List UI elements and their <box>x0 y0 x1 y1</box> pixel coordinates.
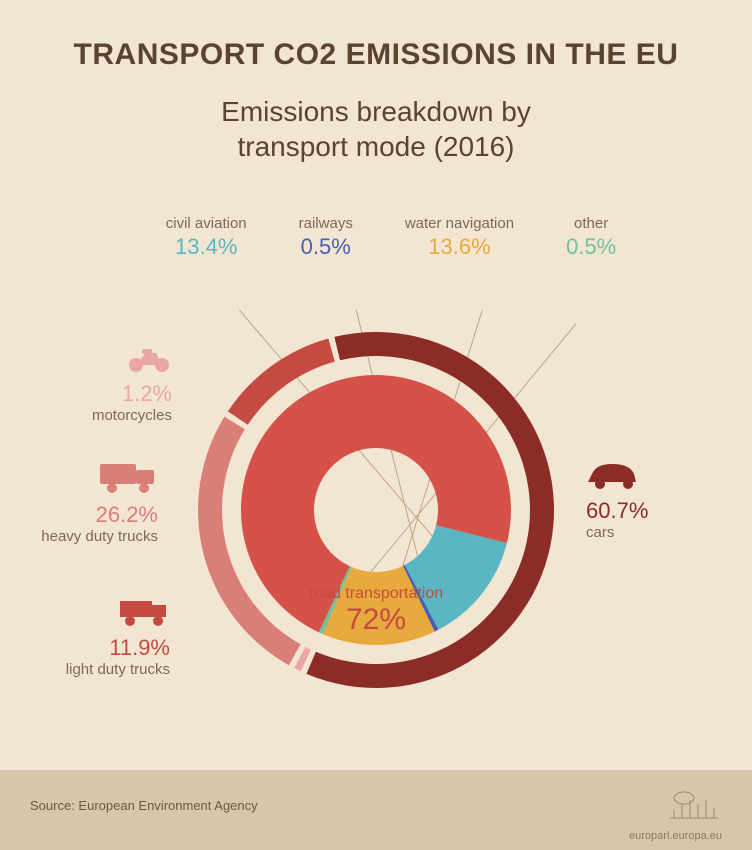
legend-pct: 0.5% <box>566 234 616 260</box>
legend-label: railways <box>299 215 353 232</box>
europarl-logo-icon <box>666 788 722 826</box>
label-pct: 1.2% <box>52 381 172 407</box>
van-icon <box>118 595 170 627</box>
legend-water-navigation: water navigation 13.6% <box>405 215 514 260</box>
label-name: motorcycles <box>52 407 172 424</box>
label-name: cars <box>586 524 706 541</box>
label-heavy-trucks: 26.2% heavy duty trucks <box>18 460 158 545</box>
center-name: road transportation <box>309 585 443 603</box>
legend-pct: 0.5% <box>299 234 353 260</box>
label-name: heavy duty trucks <box>18 528 158 545</box>
page-subtitle: Emissions breakdown by transport mode (2… <box>0 94 752 164</box>
legend-pct: 13.4% <box>166 234 247 260</box>
label-name: light duty trucks <box>40 661 170 678</box>
center-pct: 72% <box>309 603 443 637</box>
legend-label: civil aviation <box>166 215 247 232</box>
label-light-trucks: 11.9% light duty trucks <box>40 595 170 678</box>
subtitle-line2: transport mode (2016) <box>237 131 514 162</box>
label-pct: 60.7% <box>586 498 706 524</box>
car-icon <box>586 460 640 490</box>
label-pct: 11.9% <box>40 635 170 661</box>
page-title: TRANSPORT CO2 EMISSIONS IN THE EU <box>0 0 752 72</box>
chart-area: civil aviation 13.4% railways 0.5% water… <box>0 215 752 755</box>
label-pct: 26.2% <box>18 502 158 528</box>
legend-pct: 13.6% <box>405 234 514 260</box>
source-text: Source: European Environment Agency <box>30 798 258 813</box>
footer: Source: European Environment Agency euro… <box>0 770 752 850</box>
legend-label: water navigation <box>405 215 514 232</box>
legend-civil-aviation: civil aviation 13.4% <box>166 215 247 260</box>
label-motorcycles: 1.2% motorcycles <box>52 345 172 424</box>
subtitle-line1: Emissions breakdown by <box>221 96 531 127</box>
center-label: road transportation 72% <box>309 585 443 637</box>
legend-label: other <box>566 215 616 232</box>
legend-railways: railways 0.5% <box>299 215 353 260</box>
legend-other: other 0.5% <box>566 215 616 260</box>
motorcycle-icon <box>126 345 172 373</box>
label-cars: 60.7% cars <box>586 460 706 541</box>
legend-top: civil aviation 13.4% railways 0.5% water… <box>0 215 752 260</box>
donut-chart <box>176 310 576 710</box>
footer-url: europarl.europa.eu <box>629 830 722 842</box>
truck-icon <box>98 460 158 494</box>
